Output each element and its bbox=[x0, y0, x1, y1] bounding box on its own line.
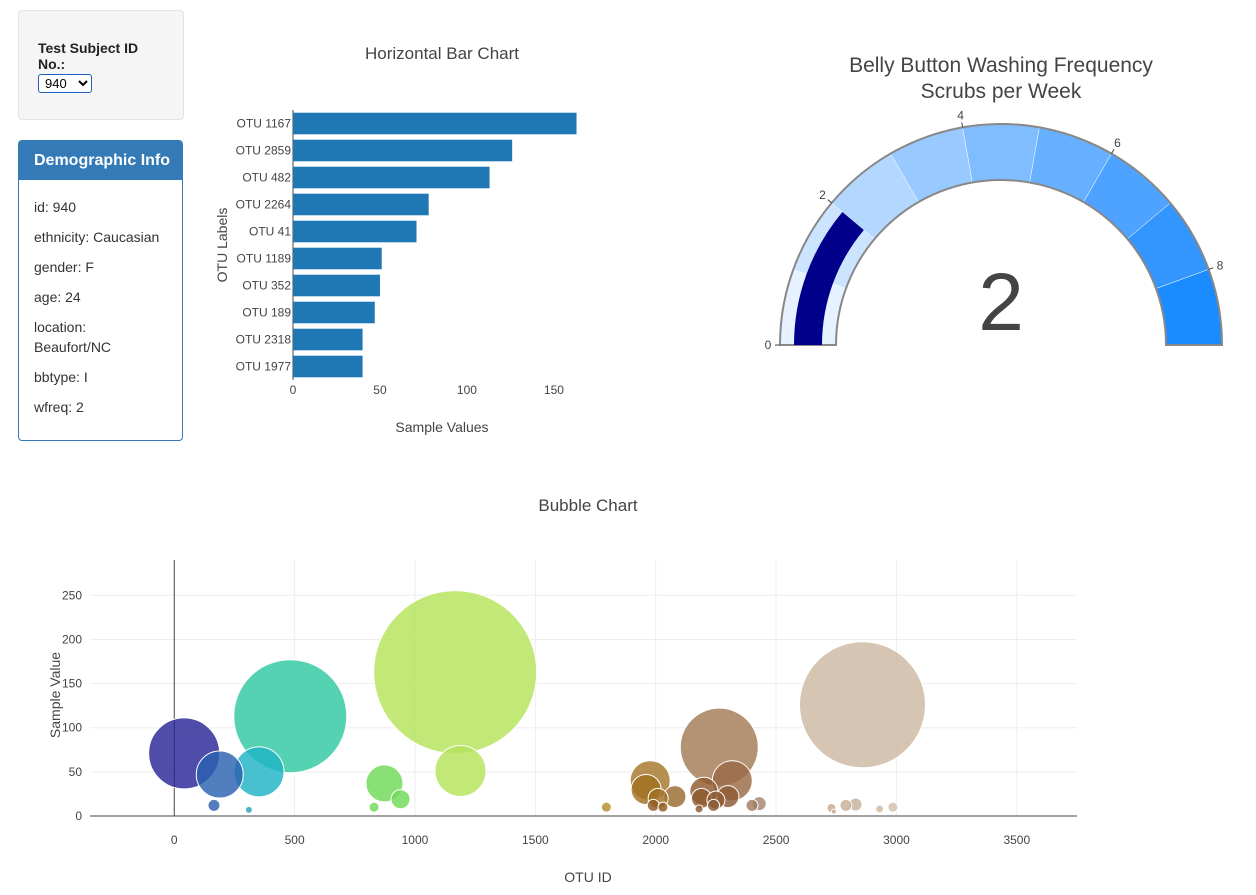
bubble bbox=[434, 744, 487, 797]
gauge-outline bbox=[778, 123, 1224, 346]
demographic-line: age: 24 bbox=[34, 289, 81, 305]
gauge-tick-label: 8 bbox=[1217, 258, 1224, 272]
bar bbox=[293, 355, 363, 378]
bar-y-tick-label: OTU 1189 bbox=[237, 252, 292, 266]
gauge-tick-label: 4 bbox=[957, 109, 964, 123]
bubble-x-tick-label: 2500 bbox=[763, 833, 790, 847]
bubble-y-tick-label: 50 bbox=[69, 765, 83, 779]
horizontal-bar-chart: Horizontal Bar Chart OTU 1167 OTU 2859 OTU … bbox=[214, 44, 577, 435]
bar-y-tick-label: OTU 482 bbox=[242, 171, 291, 185]
bubble bbox=[646, 798, 660, 812]
bubble-y-tick-label: 250 bbox=[62, 588, 82, 602]
bubble-x-tick-label: 3500 bbox=[1003, 833, 1030, 847]
bar-x-tick-label: 0 bbox=[290, 383, 297, 397]
bar bbox=[293, 139, 513, 162]
bar-y-tick-label: OTU 189 bbox=[242, 306, 291, 320]
bubble-y-tick-label: 200 bbox=[62, 632, 82, 646]
bubble bbox=[694, 804, 704, 814]
bar-y-tick-label: OTU 2859 bbox=[236, 144, 292, 158]
demographic-panel: Demographic Info id: 940 ethnicity: Cauca… bbox=[18, 140, 183, 441]
bubble bbox=[657, 801, 669, 813]
gauge-tick bbox=[827, 199, 833, 204]
bubble bbox=[233, 659, 348, 774]
bubble-x-tick-label: 1500 bbox=[522, 833, 549, 847]
gauge-value-bar bbox=[794, 211, 864, 345]
bubble bbox=[887, 801, 899, 813]
subject-selector-label: Test Subject ID No.: bbox=[38, 40, 139, 72]
demographic-line: gender: F bbox=[34, 259, 94, 275]
bar-y-tick-label: OTU 1167 bbox=[237, 117, 292, 131]
bar-x-axis-label: Sample Values bbox=[395, 419, 488, 435]
gauge-step bbox=[962, 123, 1040, 183]
bubble-x-axis-label: OTU ID bbox=[564, 869, 611, 885]
bubble-chart-title: Bubble Chart bbox=[538, 496, 638, 515]
bar-chart-title: Horizontal Bar Chart bbox=[365, 44, 519, 63]
bar-y-tick-label: OTU 2264 bbox=[236, 198, 292, 212]
bubble bbox=[207, 798, 221, 812]
gauge-tick-label: 0 bbox=[765, 338, 772, 352]
gauge-subtitle: Scrubs per Week bbox=[921, 80, 1082, 103]
bar bbox=[293, 193, 429, 216]
bubble-x-tick-label: 0 bbox=[171, 833, 178, 847]
bubble bbox=[373, 590, 538, 755]
bar bbox=[293, 166, 490, 189]
bar-x-tick-label: 100 bbox=[457, 383, 477, 397]
gauge-tick-label: 6 bbox=[1114, 136, 1121, 150]
bubble-x-tick-label: 2000 bbox=[642, 833, 669, 847]
subject-id-select[interactable]: 940 bbox=[38, 74, 92, 93]
demographic-line: location: Beaufort/NC bbox=[34, 319, 112, 355]
subject-selector-card: Test Subject ID No.: 940 bbox=[18, 10, 184, 120]
bubble bbox=[600, 801, 612, 813]
bar-y-tick-label: OTU 1977 bbox=[236, 360, 292, 374]
demographic-line: wfreq: 2 bbox=[34, 399, 84, 415]
bar-y-tick-label: OTU 2318 bbox=[236, 333, 292, 347]
bar-y-axis-label: OTU Labels bbox=[214, 208, 230, 283]
gauge-tick-label: 2 bbox=[819, 188, 826, 202]
gauge-tick bbox=[1111, 149, 1115, 154]
gauge-title: Belly Button Washing Frequency bbox=[849, 54, 1153, 77]
bar-x-tick-label: 50 bbox=[373, 383, 387, 397]
bubble-y-tick-label: 100 bbox=[62, 721, 82, 735]
bubble bbox=[195, 750, 244, 799]
bubble bbox=[368, 801, 380, 813]
bubble bbox=[799, 641, 927, 769]
gauge-chart: Belly Button Washing Frequency Scrubs per… bbox=[765, 54, 1224, 352]
bar bbox=[293, 220, 417, 243]
bubble bbox=[875, 804, 885, 814]
bubble bbox=[745, 798, 759, 812]
bubble-y-tick-label: 0 bbox=[75, 809, 82, 823]
bubble-x-tick-label: 1000 bbox=[402, 833, 429, 847]
bar-x-tick-label: 150 bbox=[544, 383, 564, 397]
bar bbox=[293, 274, 380, 297]
demographic-line: id: 940 bbox=[34, 199, 77, 215]
demographic-panel-title: Demographic Info bbox=[19, 141, 182, 180]
gauge-tick bbox=[1208, 267, 1214, 270]
bar bbox=[293, 301, 375, 324]
bar-y-tick-label: OTU 41 bbox=[249, 225, 291, 239]
bubble-x-tick-label: 500 bbox=[285, 833, 305, 847]
bubble-x-tick-label: 3000 bbox=[883, 833, 910, 847]
gauge-tick bbox=[961, 122, 964, 128]
bubble bbox=[830, 808, 837, 815]
bubble-y-tick-label: 150 bbox=[62, 677, 82, 691]
bubble bbox=[839, 798, 853, 812]
demographic-line: ethnicity: Caucasian bbox=[34, 229, 160, 245]
bar-y-tick-label: OTU 352 bbox=[242, 279, 291, 293]
bar bbox=[293, 247, 382, 270]
demographic-line: bbtype: I bbox=[34, 369, 88, 385]
bar bbox=[293, 328, 363, 351]
bubble-y-axis-label: Sample Value bbox=[47, 652, 63, 738]
bar bbox=[293, 112, 577, 135]
bubble bbox=[706, 798, 720, 812]
gauge-value-label: 2 bbox=[978, 257, 1024, 348]
bubble bbox=[390, 789, 411, 810]
demographic-panel-body: id: 940 ethnicity: Caucasian gender: F age:… bbox=[19, 180, 182, 417]
bubble bbox=[244, 805, 253, 814]
